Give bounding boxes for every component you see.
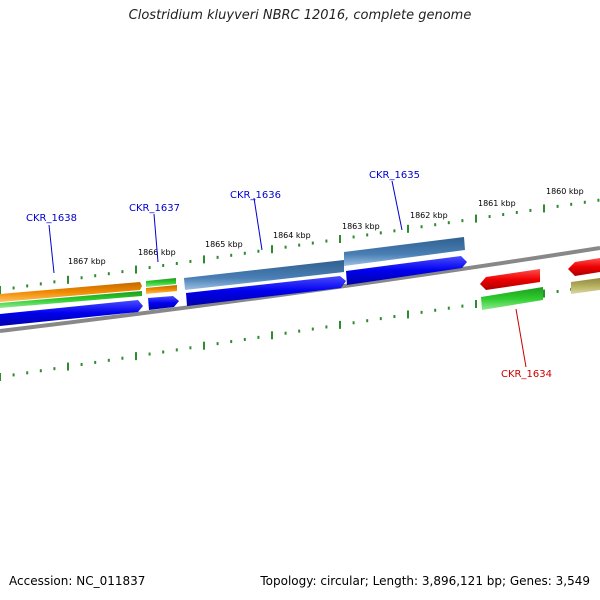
olive-feature-right[interactable] — [571, 278, 600, 294]
genome-summary-text: Topology: circular; Length: 3,896,121 bp… — [260, 574, 590, 588]
steelblue-feature-b[interactable] — [344, 237, 465, 266]
green-feature-1634[interactable] — [481, 287, 543, 310]
leader-1634 — [515, 308, 527, 368]
leader-1636 — [253, 197, 263, 251]
green-feature-1637[interactable] — [146, 278, 176, 287]
orange-feature-left[interactable] — [0, 282, 142, 302]
gene-label-1634[interactable]: CKR_1634 — [501, 369, 552, 380]
cds-arrow-1635[interactable] — [346, 256, 467, 285]
gene-label-1635[interactable]: CKR_1635 — [369, 170, 420, 181]
leader-1637 — [153, 213, 159, 263]
green-feature-left[interactable] — [0, 291, 142, 308]
cds-arrow-1636[interactable] — [186, 276, 346, 306]
leader-1635 — [391, 180, 403, 231]
upper-scale-ticks — [0, 198, 600, 294]
red-feature-right[interactable] — [568, 258, 600, 276]
gene-label-1636[interactable]: CKR_1636 — [230, 190, 281, 201]
scale-labels: 1867 kbp 1866 kbp 1865 kbp 1864 kbp 1863… — [68, 187, 584, 266]
scale-label-1863: 1863 kbp — [342, 222, 380, 231]
steelblue-feature-a[interactable] — [184, 260, 344, 290]
accession-text: Accession: NC_011837 — [9, 574, 146, 588]
scale-label-1860: 1860 kbp — [546, 187, 584, 196]
scale-label-1862: 1862 kbp — [410, 211, 448, 220]
scale-label-1867: 1867 kbp — [68, 257, 106, 266]
leader-1638 — [48, 224, 55, 274]
gene-label-1637[interactable]: CKR_1637 — [129, 203, 180, 214]
orange-feature-1637[interactable] — [146, 285, 177, 294]
scale-label-1865: 1865 kbp — [205, 240, 243, 249]
scale-label-1864: 1864 kbp — [273, 231, 311, 240]
cds-arrow-1638[interactable] — [0, 300, 143, 326]
cds-arrow-1637[interactable] — [148, 296, 179, 310]
gene-label-1638[interactable]: CKR_1638 — [26, 213, 77, 224]
cds-arrow-1634-red[interactable] — [480, 269, 540, 290]
scale-label-1861: 1861 kbp — [478, 199, 516, 208]
map-title: Clostridium kluyveri NBRC 12016, complet… — [128, 8, 472, 23]
